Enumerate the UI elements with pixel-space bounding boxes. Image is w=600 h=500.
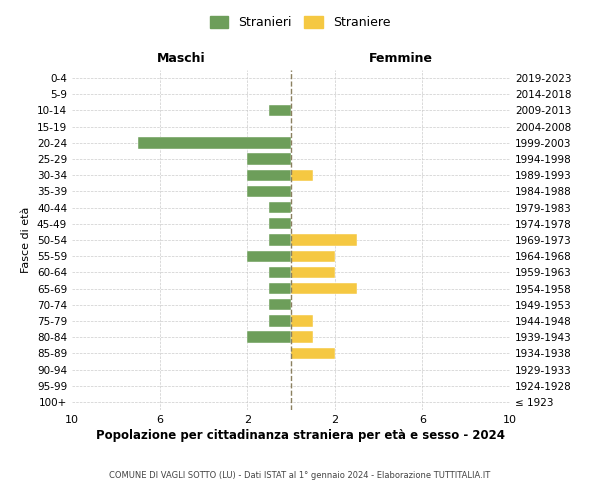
Bar	[291, 234, 357, 246]
Text: Popolazione per cittadinanza straniera per età e sesso - 2024: Popolazione per cittadinanza straniera p…	[95, 430, 505, 442]
Text: Maschi: Maschi	[157, 52, 206, 65]
Bar	[247, 170, 291, 181]
Bar	[247, 332, 291, 343]
Bar	[269, 316, 291, 326]
Bar	[269, 299, 291, 310]
Y-axis label: Fasce di età: Fasce di età	[22, 207, 31, 273]
Bar	[291, 283, 357, 294]
Text: Femmine: Femmine	[368, 52, 433, 65]
Bar	[291, 170, 313, 181]
Bar	[269, 105, 291, 116]
Bar	[269, 283, 291, 294]
Bar	[269, 234, 291, 246]
Bar	[291, 316, 313, 326]
Bar	[291, 348, 335, 359]
Bar	[291, 332, 313, 343]
Bar	[291, 266, 335, 278]
Text: COMUNE DI VAGLI SOTTO (LU) - Dati ISTAT al 1° gennaio 2024 - Elaborazione TUTTIT: COMUNE DI VAGLI SOTTO (LU) - Dati ISTAT …	[109, 471, 491, 480]
Bar	[247, 186, 291, 197]
Bar	[269, 202, 291, 213]
Legend: Stranieri, Straniere: Stranieri, Straniere	[205, 11, 395, 34]
Bar	[137, 137, 291, 148]
Bar	[291, 250, 335, 262]
Bar	[247, 154, 291, 164]
Bar	[269, 266, 291, 278]
Bar	[269, 218, 291, 230]
Bar	[247, 250, 291, 262]
